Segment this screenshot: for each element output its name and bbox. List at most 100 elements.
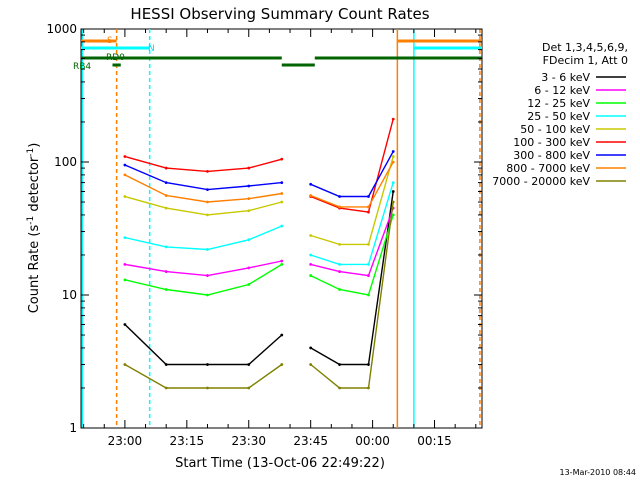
x-tick-label: 23:00 — [108, 434, 143, 448]
series-line — [124, 195, 282, 216]
x-tick-label: 23:15 — [170, 434, 205, 448]
series-line — [310, 182, 394, 266]
data-point — [247, 283, 251, 286]
legend-label: 6 - 12 keV — [534, 84, 590, 97]
data-point — [280, 157, 284, 161]
flag-n-label: N — [148, 44, 155, 54]
y-axis-label: Count Rate (s-1 detector-1) — [26, 143, 42, 314]
data-point — [206, 188, 209, 192]
data-point — [391, 150, 395, 153]
data-point — [206, 274, 209, 277]
data-point — [391, 117, 395, 121]
data-point — [206, 169, 209, 173]
y-tick-label: 1 — [69, 421, 77, 435]
data-point — [338, 288, 341, 291]
series-300-800-kev — [123, 150, 395, 198]
data-point — [123, 363, 127, 366]
data-point — [123, 173, 127, 177]
data-point — [309, 262, 313, 266]
data-point — [280, 200, 284, 204]
flag-rd-label: RD0 — [106, 53, 125, 63]
data-point — [280, 259, 284, 263]
series-line — [310, 201, 394, 389]
legend-header-line-2: FDecim 1, Att 0 — [543, 54, 628, 67]
legend-label: 300 - 800 keV — [513, 149, 590, 162]
data-point — [247, 238, 251, 242]
data-point — [280, 363, 284, 366]
series-line — [124, 225, 283, 251]
data-point — [309, 274, 313, 277]
chart-title: HESSI Observing Summary Count Rates — [130, 5, 429, 23]
legend-label: 50 - 100 keV — [520, 123, 590, 136]
data-point — [280, 224, 284, 228]
data-point — [367, 293, 370, 297]
data-point — [164, 194, 168, 197]
data-point — [164, 363, 168, 366]
data-point — [367, 205, 370, 209]
x-tick-label: 23:30 — [231, 434, 266, 448]
legend-label: 3 - 6 keV — [541, 71, 590, 84]
data-point — [338, 363, 341, 366]
data-point — [280, 333, 284, 337]
legend-label: 25 - 50 keV — [527, 110, 590, 123]
data-point — [247, 209, 251, 213]
data-point — [309, 346, 313, 350]
series-line — [124, 260, 282, 277]
data-point — [367, 243, 370, 246]
data-point — [164, 245, 168, 249]
x-tick-label: 00:15 — [417, 434, 452, 448]
data-point — [247, 166, 251, 170]
flag-labels: S N RD0 RB4 — [73, 36, 155, 72]
data-point — [123, 323, 127, 326]
data-point — [391, 181, 395, 185]
series-6-12-kev — [123, 206, 395, 277]
data-point — [206, 363, 209, 366]
y-tick-label: 1000 — [46, 22, 77, 36]
x-tick-label: 00:00 — [355, 434, 390, 448]
legend-label: 100 - 300 keV — [513, 136, 590, 149]
data-point — [164, 166, 168, 170]
series-line — [310, 191, 394, 366]
data-point — [164, 270, 168, 273]
y-tick-label: 100 — [54, 155, 77, 169]
y-tick-label: 10 — [62, 288, 77, 302]
data-point — [164, 288, 168, 291]
data-point — [206, 248, 209, 251]
plot-frame — [80, 28, 483, 429]
data-point — [391, 213, 395, 217]
chart-marks — [81, 29, 482, 428]
data-point — [123, 163, 127, 167]
data-point — [280, 262, 284, 266]
data-point — [206, 386, 209, 390]
data-point — [206, 293, 209, 297]
data-point — [164, 206, 168, 210]
data-point — [247, 363, 251, 366]
series-line — [310, 207, 394, 277]
series-25-50-kev — [123, 181, 395, 266]
data-point — [164, 386, 168, 390]
data-point — [309, 194, 313, 197]
data-point — [309, 234, 313, 237]
data-point — [338, 195, 341, 198]
chart-axes: 1 10 100 1000 23:00 23:15 23:30 23:45 00:00 00:15 — [46, 22, 482, 448]
data-point — [123, 155, 127, 158]
data-point — [338, 262, 341, 266]
series-line — [310, 156, 394, 246]
chart-legend: Det 1,3,4,5,6,9, FDecim 1, Att 0 3 - 6 k… — [492, 41, 628, 188]
data-point — [206, 200, 209, 204]
series-line — [124, 323, 283, 366]
data-point — [247, 197, 251, 201]
data-point — [123, 262, 127, 266]
data-point — [367, 195, 370, 198]
data-point — [338, 270, 341, 273]
data-point — [367, 386, 370, 390]
legend-header-line-1: Det 1,3,4,5,6,9, — [542, 41, 628, 54]
data-point — [391, 200, 395, 204]
legend-label: 7000 - 20000 keV — [492, 175, 590, 188]
series-line — [310, 151, 394, 198]
data-point — [309, 253, 313, 257]
series-line — [124, 155, 282, 173]
data-point — [123, 278, 127, 282]
series-line — [310, 118, 394, 213]
data-point — [367, 363, 370, 366]
